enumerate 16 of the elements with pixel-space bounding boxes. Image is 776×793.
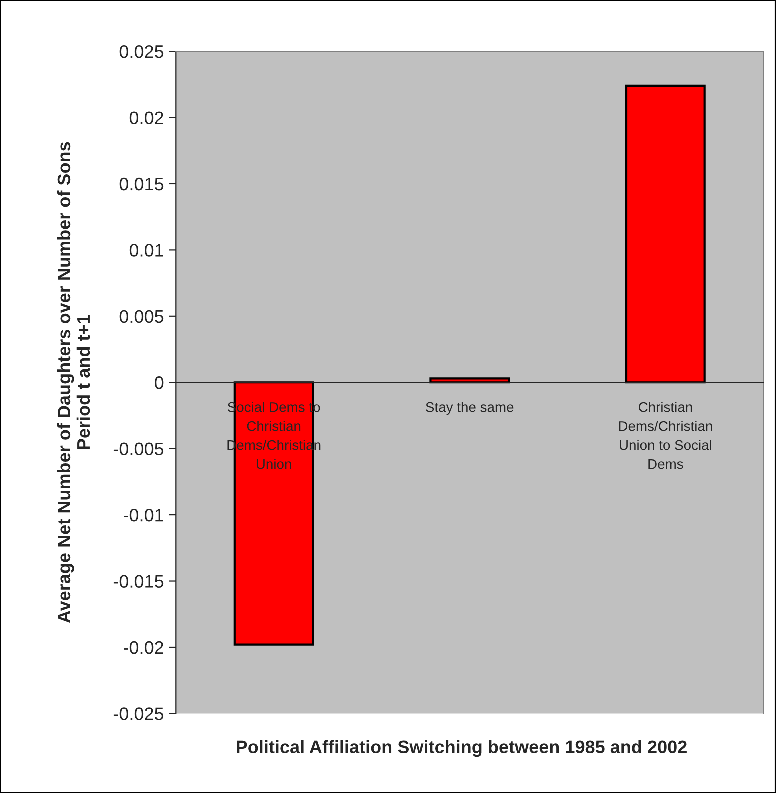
bar [625, 84, 706, 384]
y-tick-label: 0 [155, 376, 164, 390]
y-tick-label: 0.02 [130, 112, 164, 124]
y-tick-label: -0.02 [124, 641, 164, 654]
y-tick-label: 0.005 [120, 310, 164, 324]
x-tick-label: Christian Dems/Christian Union to Social Dems [619, 402, 712, 470]
y-tick-label: -0.005 [114, 442, 164, 456]
y-tick-label: -0.015 [114, 575, 164, 588]
y-tick-label: 0.01 [130, 244, 164, 257]
y-axis-title: Average Net Number of Daughters over Number of Sons Period t and t+1 [57, 142, 90, 624]
y-tick-label: -0.025 [114, 708, 164, 720]
y-tick-label: 0.015 [120, 178, 164, 191]
y-tick-label: 0.025 [120, 45, 164, 58]
x-axis-title: Political Affiliation Switching between 1985 and 2002 [237, 740, 687, 758]
y-tick-label: -0.01 [124, 508, 164, 522]
x-tick-label: Stay the same [426, 402, 514, 416]
